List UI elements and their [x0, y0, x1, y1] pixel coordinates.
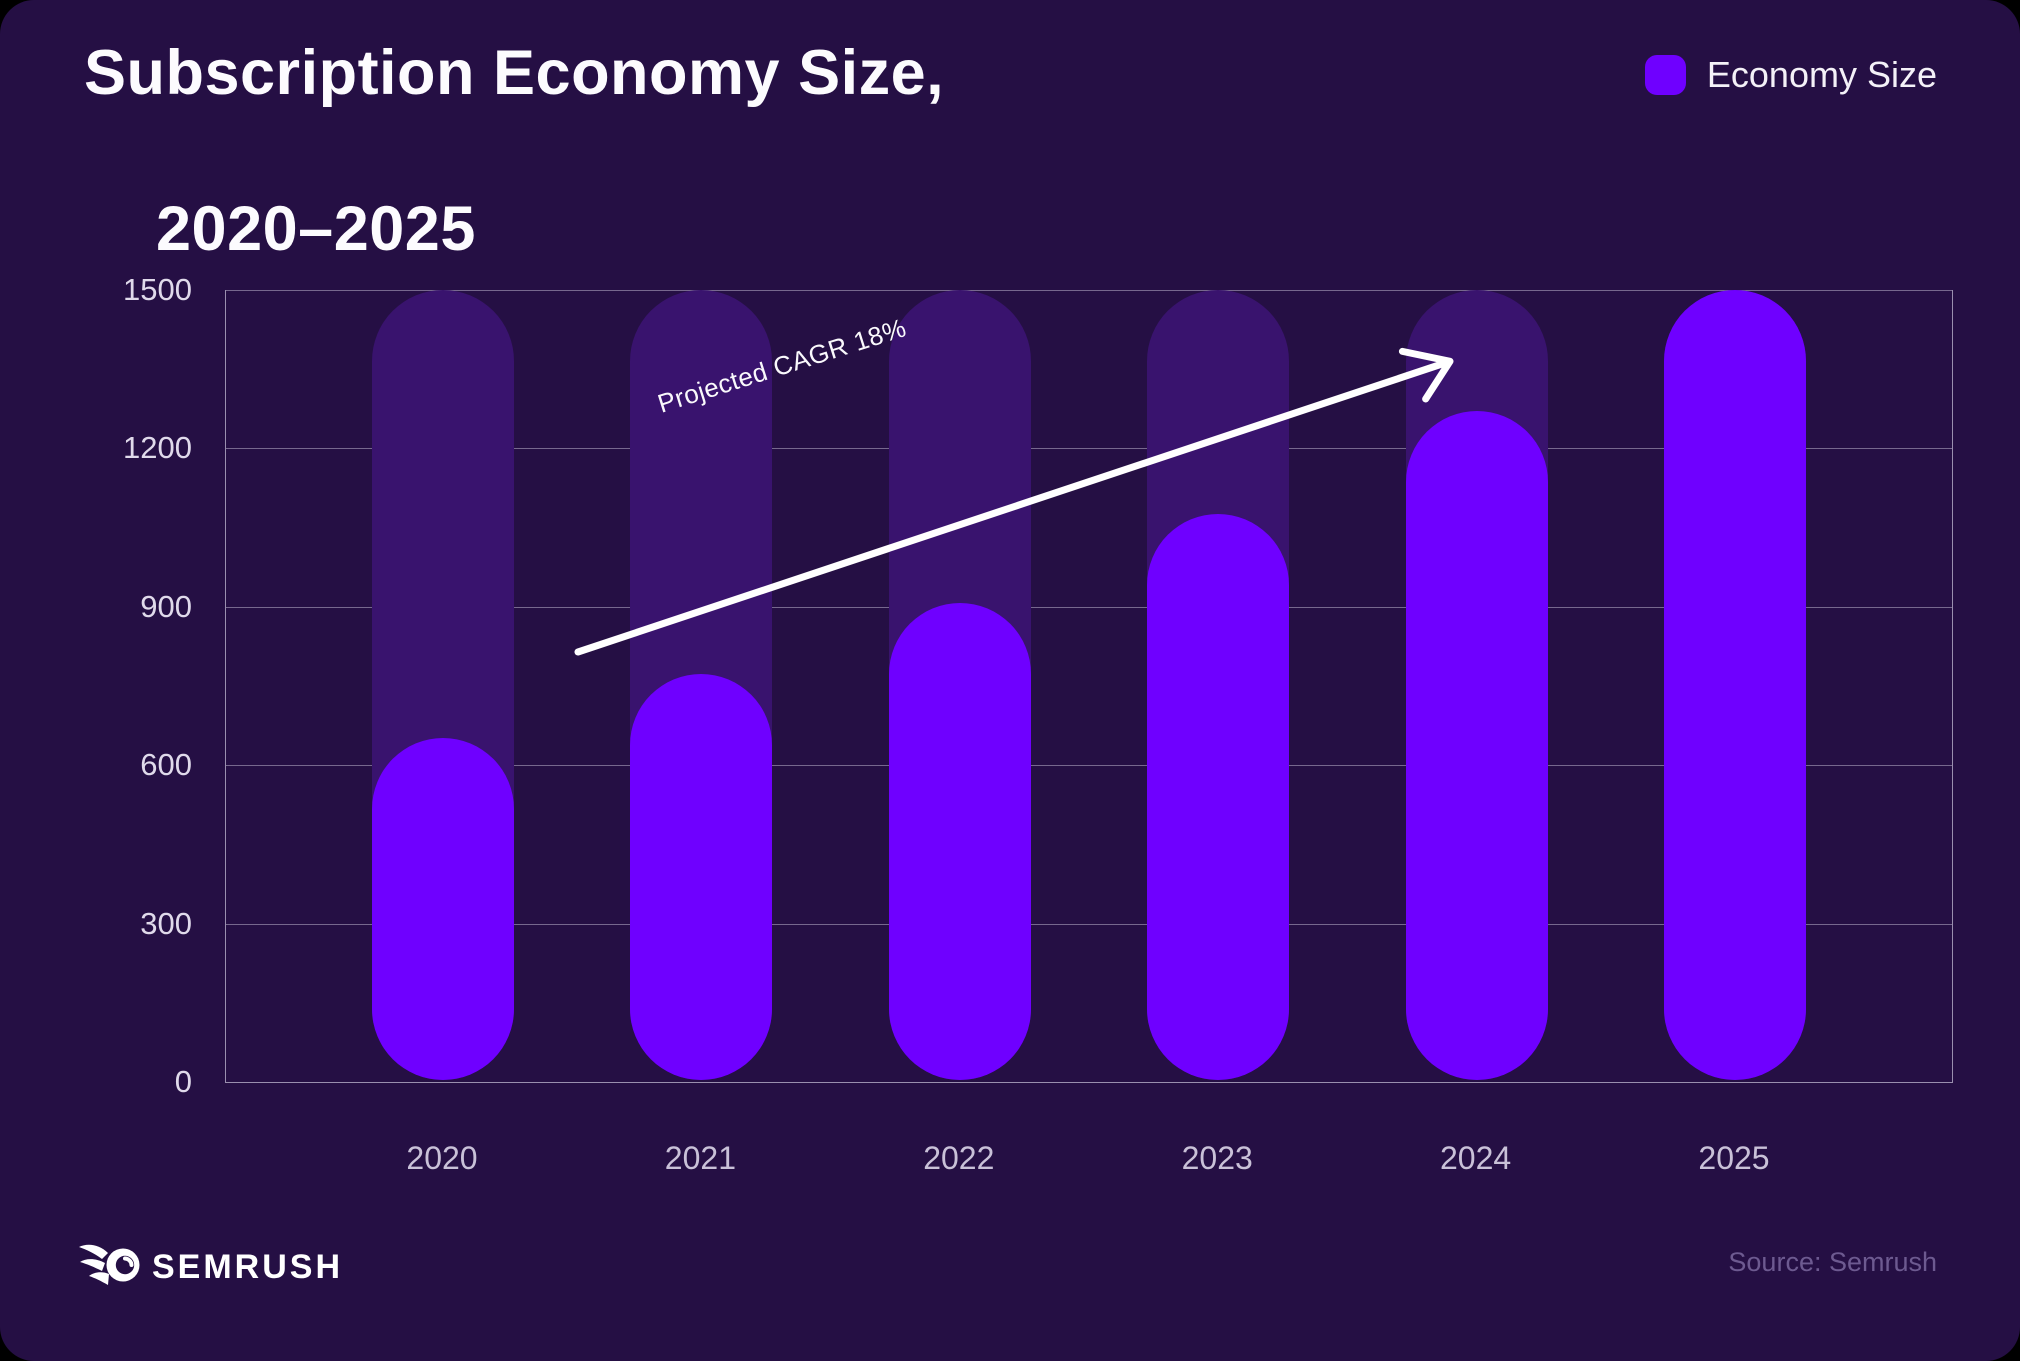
- chart-title-line2: 2020–2025: [156, 194, 476, 264]
- x-tick-2025: 2025: [1698, 1140, 1770, 1176]
- gridline-1500: [226, 290, 1952, 291]
- x-tick-2020: 2020: [406, 1140, 478, 1176]
- y-tick-600: 600: [140, 747, 192, 783]
- x-tick-2022: 2022: [923, 1140, 995, 1176]
- source-credit: Source: Semrush: [1728, 1247, 1937, 1277]
- semrush-logo: SEMRUSH: [78, 1238, 388, 1299]
- gridline-600: [226, 765, 1952, 767]
- plot-area: [225, 290, 1953, 1083]
- gridline-300: [226, 923, 1952, 925]
- y-tick-300: 300: [140, 905, 192, 941]
- semrush-wordmark: SEMRUSH: [152, 1248, 343, 1286]
- bar-2021: [630, 674, 773, 1080]
- y-tick-1200: 1200: [123, 430, 192, 466]
- bar-2024: [1405, 411, 1548, 1080]
- y-tick-0: 0: [174, 1064, 192, 1099]
- bar-2022: [888, 603, 1031, 1080]
- y-tick-1500: 1500: [123, 272, 192, 307]
- legend-swatch-economy-size: [1644, 55, 1686, 95]
- bar-2023: [1147, 513, 1290, 1080]
- bar-2020: [372, 737, 514, 1080]
- semrush-comet-icon: [79, 1244, 140, 1285]
- legend-label: Economy Size: [1706, 54, 1937, 95]
- legend: Economy Size: [1644, 54, 1937, 96]
- bar-2025: [1664, 290, 1806, 1080]
- y-tick-900: 900: [140, 588, 192, 624]
- chart-title: Subscription Economy Size, 2020–2025: [84, 34, 944, 268]
- x-tick-2024: 2024: [1440, 1140, 1512, 1176]
- x-tick-2021: 2021: [664, 1140, 736, 1176]
- chart-title-line1: Subscription Economy Size,: [84, 38, 945, 108]
- x-tick-2023: 2023: [1181, 1140, 1253, 1176]
